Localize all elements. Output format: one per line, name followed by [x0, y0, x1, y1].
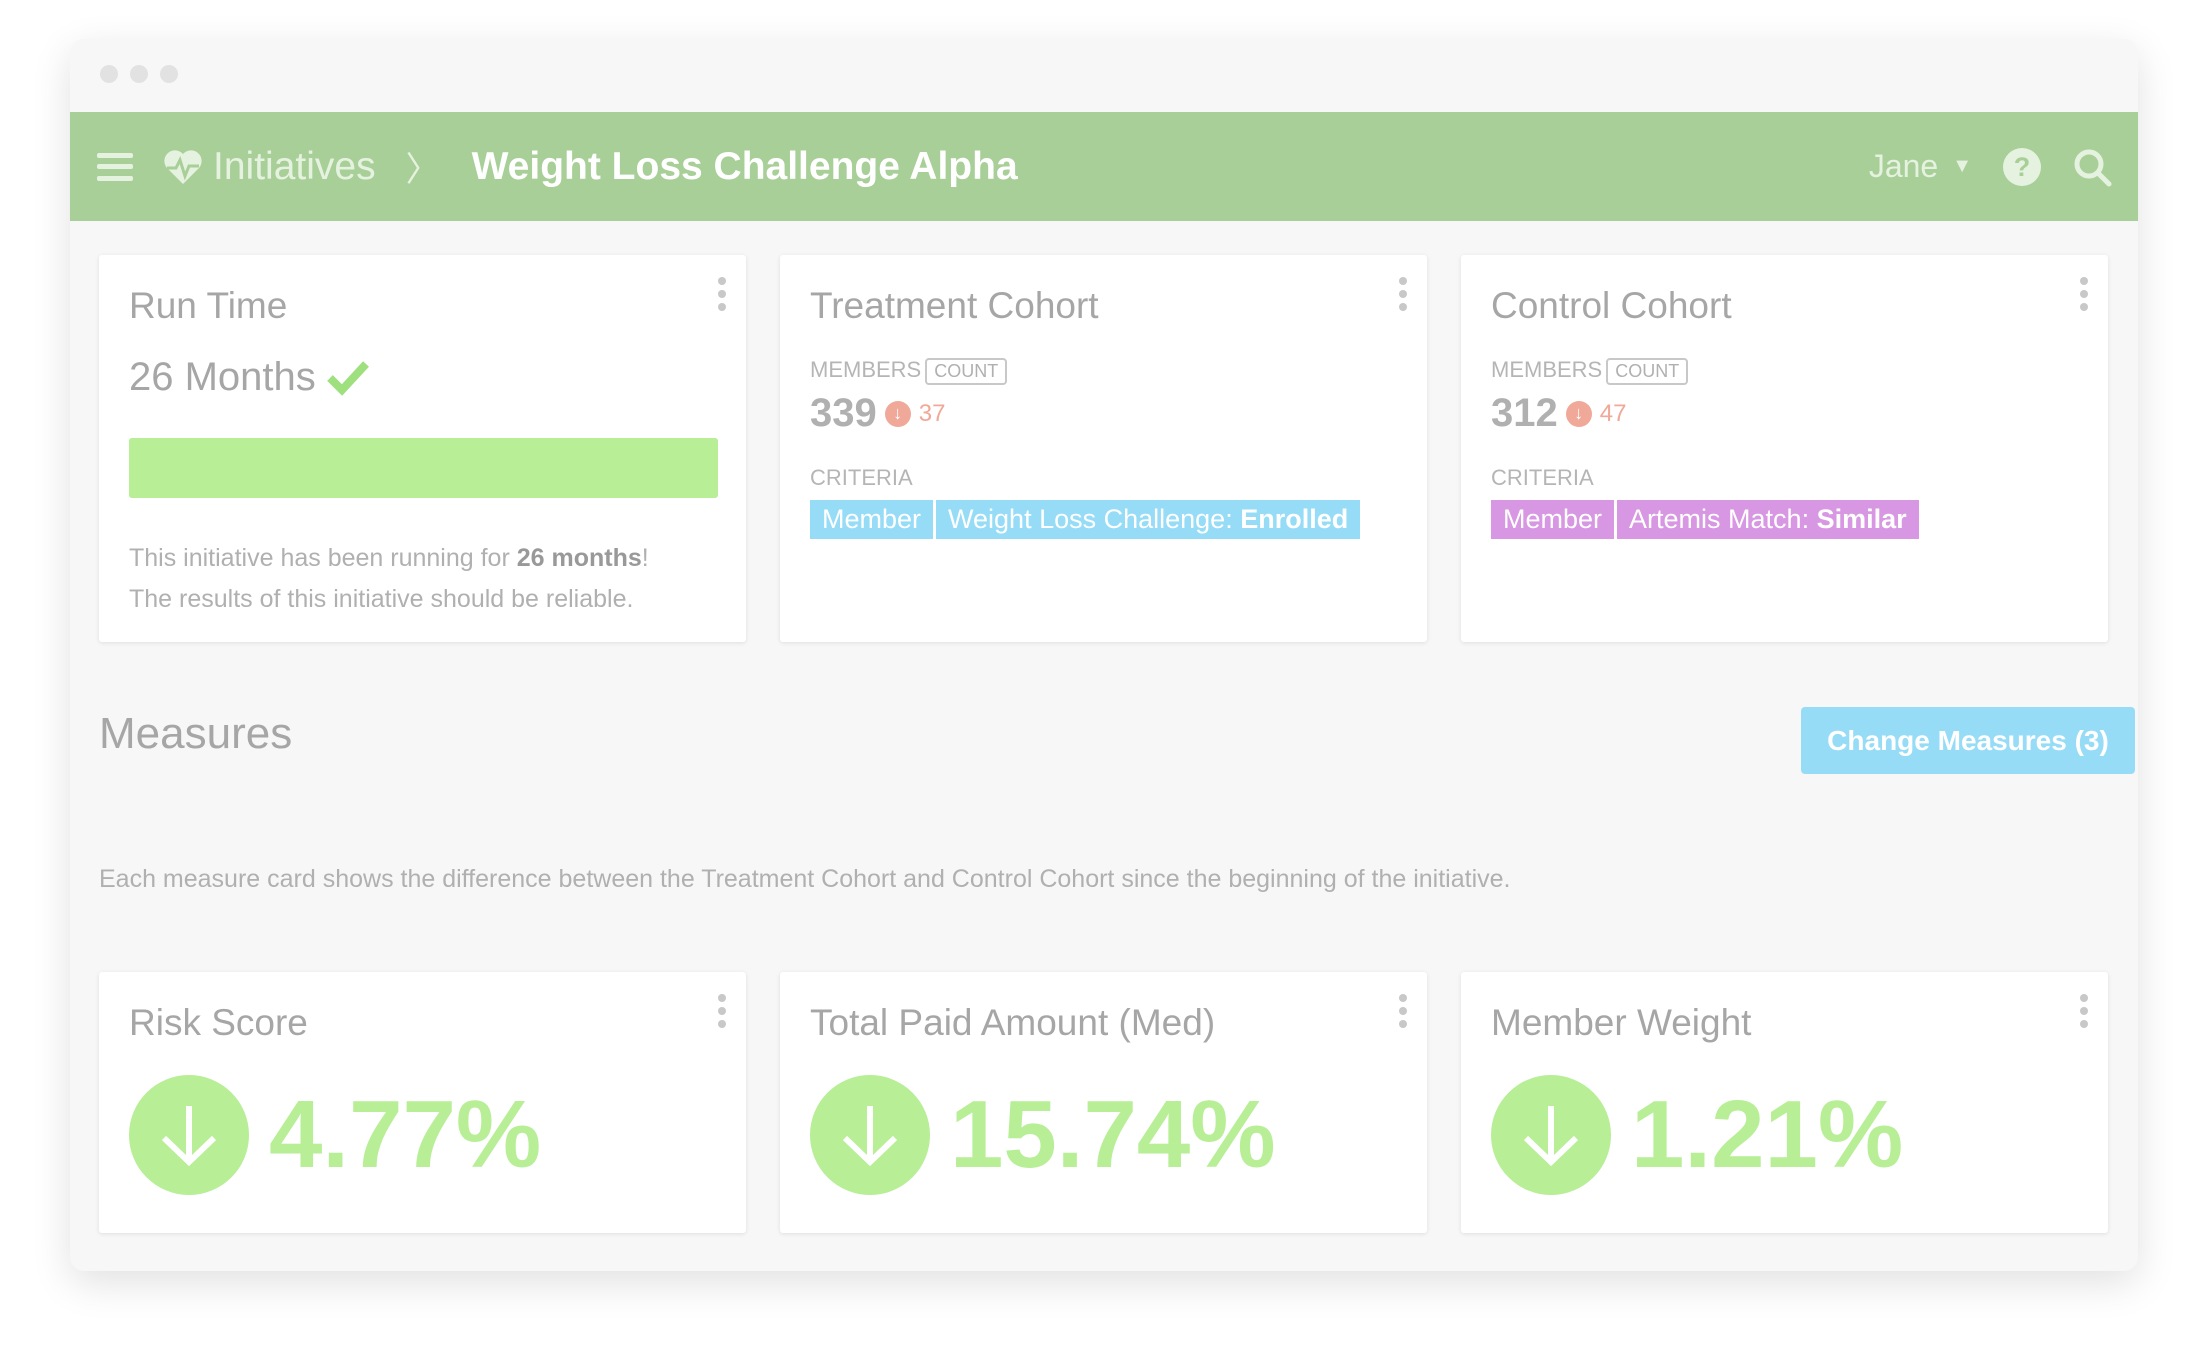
- count-badge: COUNT: [925, 358, 1008, 385]
- member-count: 339: [810, 391, 877, 435]
- member-count: 312: [1491, 391, 1558, 435]
- measure-card: Member Weight 1.21%: [1461, 972, 2108, 1233]
- arrow-down-circle-icon: [810, 1075, 930, 1195]
- breadcrumb-root-label: Initiatives: [213, 144, 376, 188]
- run-time-card: Run Time 26 Months This initiative has b…: [99, 255, 746, 642]
- user-name: Jane: [1868, 148, 1939, 184]
- breadcrumb-initiatives[interactable]: Initiatives: [163, 145, 376, 189]
- criteria-tag-member[interactable]: Member: [1491, 500, 1615, 539]
- window-controls: [100, 65, 178, 83]
- run-time-description: This initiative has been running for 26 …: [129, 544, 649, 613]
- arrow-down-circle-icon: ↓: [1565, 400, 1592, 427]
- measure-card: Risk Score 4.77%: [99, 972, 746, 1233]
- criteria-tag-weight-loss[interactable]: Weight Loss Challenge: Enrolled: [936, 500, 1361, 539]
- page-title: Weight Loss Challenge Alpha: [471, 144, 1018, 188]
- more-options-icon[interactable]: [1399, 994, 1407, 1028]
- card-title: Risk Score: [129, 1002, 308, 1043]
- card-title: Total Paid Amount (Med): [810, 1002, 1216, 1043]
- minimize-dot[interactable]: [130, 65, 148, 83]
- card-title: Control Cohort: [1491, 285, 1732, 326]
- criteria-tags: Member Weight Loss Challenge: Enrolled: [810, 500, 1363, 539]
- card-title: Member Weight: [1491, 1002, 1752, 1043]
- more-options-icon[interactable]: [718, 994, 726, 1028]
- more-options-icon[interactable]: [718, 277, 726, 311]
- close-dot[interactable]: [100, 65, 118, 83]
- heart-pulse-icon: [164, 149, 202, 184]
- measure-value: 1.21%: [1631, 1081, 1904, 1188]
- measure-value: 15.74%: [950, 1081, 1276, 1188]
- top-bar: Initiatives 〉 Weight Loss Challenge Alph…: [70, 112, 2138, 221]
- app-window: Initiatives 〉 Weight Loss Challenge Alph…: [70, 39, 2138, 1271]
- arrow-down-circle-icon: ↓: [884, 400, 911, 427]
- members-label: MEMBERS: [810, 357, 922, 382]
- run-time-value: 26 Months: [129, 355, 316, 399]
- more-options-icon[interactable]: [1399, 277, 1407, 311]
- card-title: Run Time: [129, 285, 288, 326]
- arrow-down-circle-icon: [1491, 1075, 1611, 1195]
- measure-card: Total Paid Amount (Med) 15.74%: [780, 972, 1427, 1233]
- change-measures-button[interactable]: Change Measures (3): [1801, 707, 2135, 774]
- member-delta: 37: [918, 399, 946, 427]
- caret-down-icon: ▼: [1952, 155, 1972, 177]
- run-time-progress-bar: [129, 438, 718, 498]
- card-title: Treatment Cohort: [810, 285, 1099, 326]
- criteria-label: CRITERIA: [810, 465, 913, 490]
- arrow-down-circle-icon: [129, 1075, 249, 1195]
- maximize-dot[interactable]: [160, 65, 178, 83]
- measures-description: Each measure card shows the difference b…: [99, 865, 1511, 893]
- more-options-icon[interactable]: [2080, 277, 2088, 311]
- chevron-right-icon: 〉: [405, 151, 440, 189]
- check-icon: [326, 360, 369, 396]
- treatment-cohort-card: Treatment Cohort MEMBERS COUNT 339 ↓ 37 CRI…: [780, 255, 1427, 642]
- criteria-tag-member[interactable]: Member: [810, 500, 934, 539]
- search-icon[interactable]: [2072, 147, 2112, 187]
- members-label: MEMBERS: [1491, 357, 1603, 382]
- measure-value: 4.77%: [269, 1081, 542, 1188]
- svg-text:?: ?: [2014, 152, 2031, 182]
- measures-heading: Measures: [99, 709, 293, 758]
- more-options-icon[interactable]: [2080, 994, 2088, 1028]
- progress-fill: [129, 438, 718, 498]
- help-icon[interactable]: ?: [2002, 147, 2042, 187]
- member-delta: 47: [1599, 399, 1627, 427]
- count-badge: COUNT: [1606, 358, 1689, 385]
- user-menu[interactable]: Jane ▼: [1869, 148, 1972, 185]
- menu-icon[interactable]: [97, 152, 133, 181]
- control-cohort-card: Control Cohort MEMBERS COUNT 312 ↓ 47 CRITE…: [1461, 255, 2108, 642]
- criteria-label: CRITERIA: [1491, 465, 1594, 490]
- criteria-tags: Member Artemis Match: Similar: [1491, 500, 1922, 539]
- criteria-tag-artemis-match[interactable]: Artemis Match: Similar: [1617, 500, 1919, 539]
